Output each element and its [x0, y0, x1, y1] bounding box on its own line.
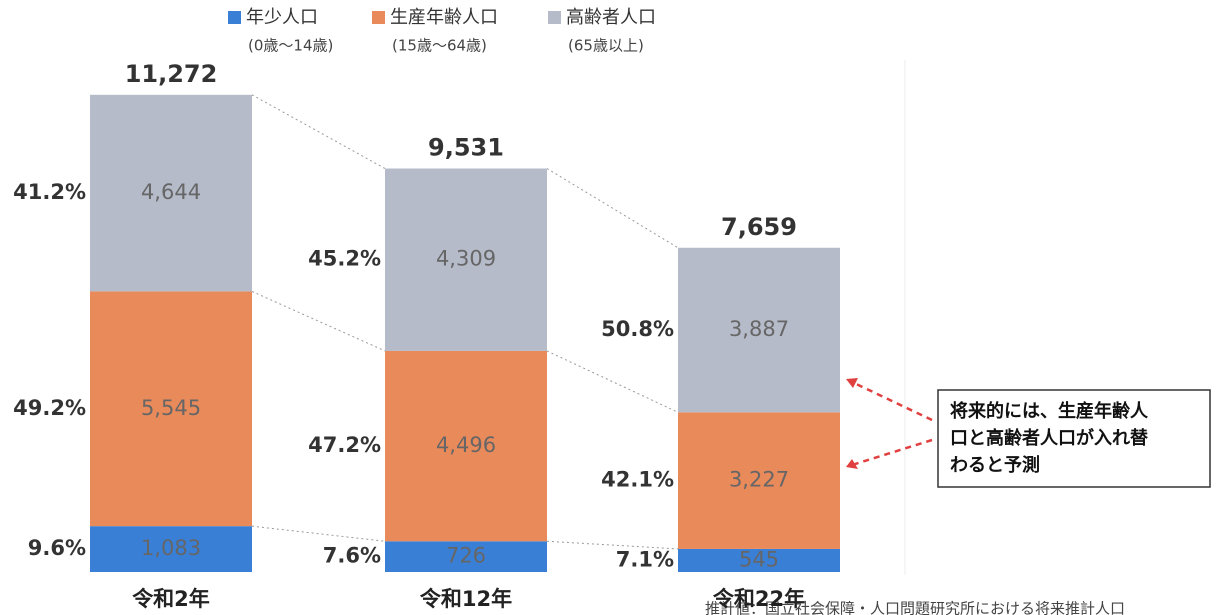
bar-segment — [385, 541, 547, 572]
legend-swatch — [548, 11, 561, 24]
legend-note: (15歳～64歳) — [392, 37, 487, 55]
bar-segment — [90, 94, 252, 292]
value-label: 4,496 — [436, 433, 496, 457]
bar-segment — [678, 412, 840, 549]
annotation-arrows — [851, 380, 933, 467]
connector — [546, 350, 679, 413]
value-label: 3,227 — [729, 468, 789, 492]
legend-swatch — [372, 11, 385, 24]
share-label: 45.2% — [308, 247, 381, 271]
legend-label: 年少人口 — [246, 7, 318, 28]
legend-label: 生産年齢人口 — [390, 7, 498, 28]
x-tick-label: 令和12年 — [420, 587, 512, 611]
annotation-line: 将来的には、生産年齢人 — [950, 400, 1149, 422]
share-label: 42.1% — [601, 468, 674, 492]
bar-segment — [678, 548, 840, 572]
bar-segment — [678, 247, 840, 413]
annotation-line: 口と高齢者人口が入れ替 — [950, 427, 1149, 449]
legend-note: (0歳～14歳) — [248, 37, 333, 55]
total-label: 11,272 — [125, 60, 218, 88]
share-label: 41.2% — [13, 180, 86, 204]
bar-segment — [90, 526, 252, 572]
value-label: 5,545 — [141, 396, 201, 420]
x-tick-label: 令和2年 — [132, 587, 210, 611]
share-label: 7.6% — [323, 544, 381, 568]
source: 推計値：国立社会保障・人口問題研究所における将来推計人口 — [705, 600, 1125, 615]
value-label: 545 — [739, 547, 779, 571]
arrow-heads — [846, 378, 858, 469]
value-label: 4,309 — [436, 247, 496, 271]
bar-segment — [90, 291, 252, 527]
legend-swatch — [228, 11, 241, 24]
total-label: 7,659 — [721, 213, 797, 241]
connector — [251, 525, 386, 542]
connector — [546, 168, 679, 249]
connector — [251, 290, 386, 352]
bar-segment — [385, 350, 547, 542]
annotation-box — [937, 389, 1211, 488]
bar-segment — [385, 168, 547, 351]
share-label: 49.2% — [13, 396, 86, 420]
x-tick-label: 令和22年 — [713, 587, 805, 611]
value-label: 1,083 — [141, 536, 201, 560]
value-label: 726 — [446, 544, 486, 568]
connector — [546, 540, 679, 550]
value-label: 4,644 — [141, 180, 201, 204]
annotation-line: わると予測 — [950, 454, 1040, 476]
share-label: 7.1% — [616, 547, 674, 571]
legend-note: (65歳以上) — [568, 37, 644, 55]
share-label: 9.6% — [28, 536, 86, 560]
connector — [251, 94, 386, 169]
total-label: 9,531 — [428, 134, 504, 162]
share-label: 50.8% — [601, 317, 674, 341]
share-label: 47.2% — [308, 433, 381, 457]
value-label: 3,887 — [729, 317, 789, 341]
legend-label: 高齢者人口 — [566, 7, 656, 28]
